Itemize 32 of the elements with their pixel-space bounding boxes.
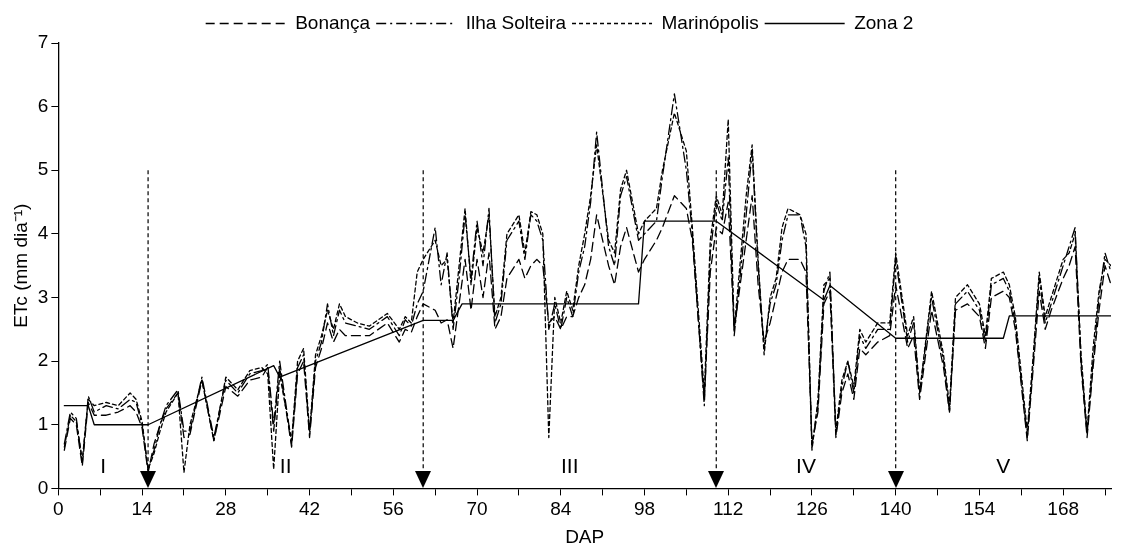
y-tick-label: 3: [37, 285, 49, 307]
y-tick-label: 4: [37, 222, 49, 244]
y-tick-label: 1: [37, 413, 49, 435]
x-tick-label: 168: [1047, 498, 1079, 520]
x-tick-label: 140: [879, 498, 912, 520]
x-tick-label: 14: [131, 498, 154, 520]
x-tick-label: 56: [382, 498, 404, 520]
annotation: V: [996, 454, 1011, 478]
y-tick-label: 7: [37, 31, 49, 53]
x-tick-label: 84: [550, 498, 572, 520]
y-tick-label: 0: [37, 476, 49, 498]
x-tick-label: 98: [633, 498, 656, 520]
legend-label: Zona 2: [854, 11, 914, 33]
y-tick-label: 6: [37, 94, 49, 116]
y-tick-label: 2: [37, 349, 49, 371]
y-axis-title: ETc (mm dia⁻¹): [9, 203, 31, 328]
legend-label: Marinópolis: [661, 11, 759, 33]
x-tick-label: 126: [796, 498, 828, 520]
annotation: II: [279, 454, 292, 478]
x-tick-label: 28: [215, 498, 237, 520]
x-axis-title: DAP: [565, 525, 605, 547]
legend-label: Ilha Solteira: [465, 11, 567, 33]
x-tick-label: 112: [713, 498, 744, 520]
x-tick-label: 154: [963, 498, 996, 520]
x-tick-label: 42: [298, 498, 321, 520]
annotation: IV: [796, 454, 816, 478]
legend-label: Bonança: [295, 11, 371, 33]
x-tick-label: 70: [466, 498, 488, 520]
y-tick-label: 5: [37, 158, 49, 180]
x-tick-label: 0: [53, 498, 64, 520]
annotation: I: [100, 454, 107, 478]
annotation: III: [560, 454, 579, 478]
